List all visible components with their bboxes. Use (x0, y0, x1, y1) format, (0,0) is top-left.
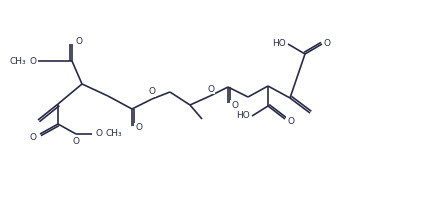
Text: HO: HO (236, 111, 250, 121)
Text: O: O (75, 37, 82, 46)
Text: O: O (287, 116, 294, 125)
Text: CH₃: CH₃ (9, 57, 26, 65)
Text: O: O (324, 40, 331, 49)
Text: O: O (30, 132, 37, 141)
Text: O: O (73, 137, 80, 146)
Text: HO: HO (272, 40, 286, 49)
Text: O: O (231, 100, 238, 110)
Text: O: O (135, 124, 142, 132)
Text: O: O (208, 84, 215, 94)
Text: CH₃: CH₃ (106, 130, 123, 138)
Text: O: O (148, 87, 156, 97)
Text: O: O (29, 57, 36, 65)
Text: O: O (95, 130, 102, 138)
